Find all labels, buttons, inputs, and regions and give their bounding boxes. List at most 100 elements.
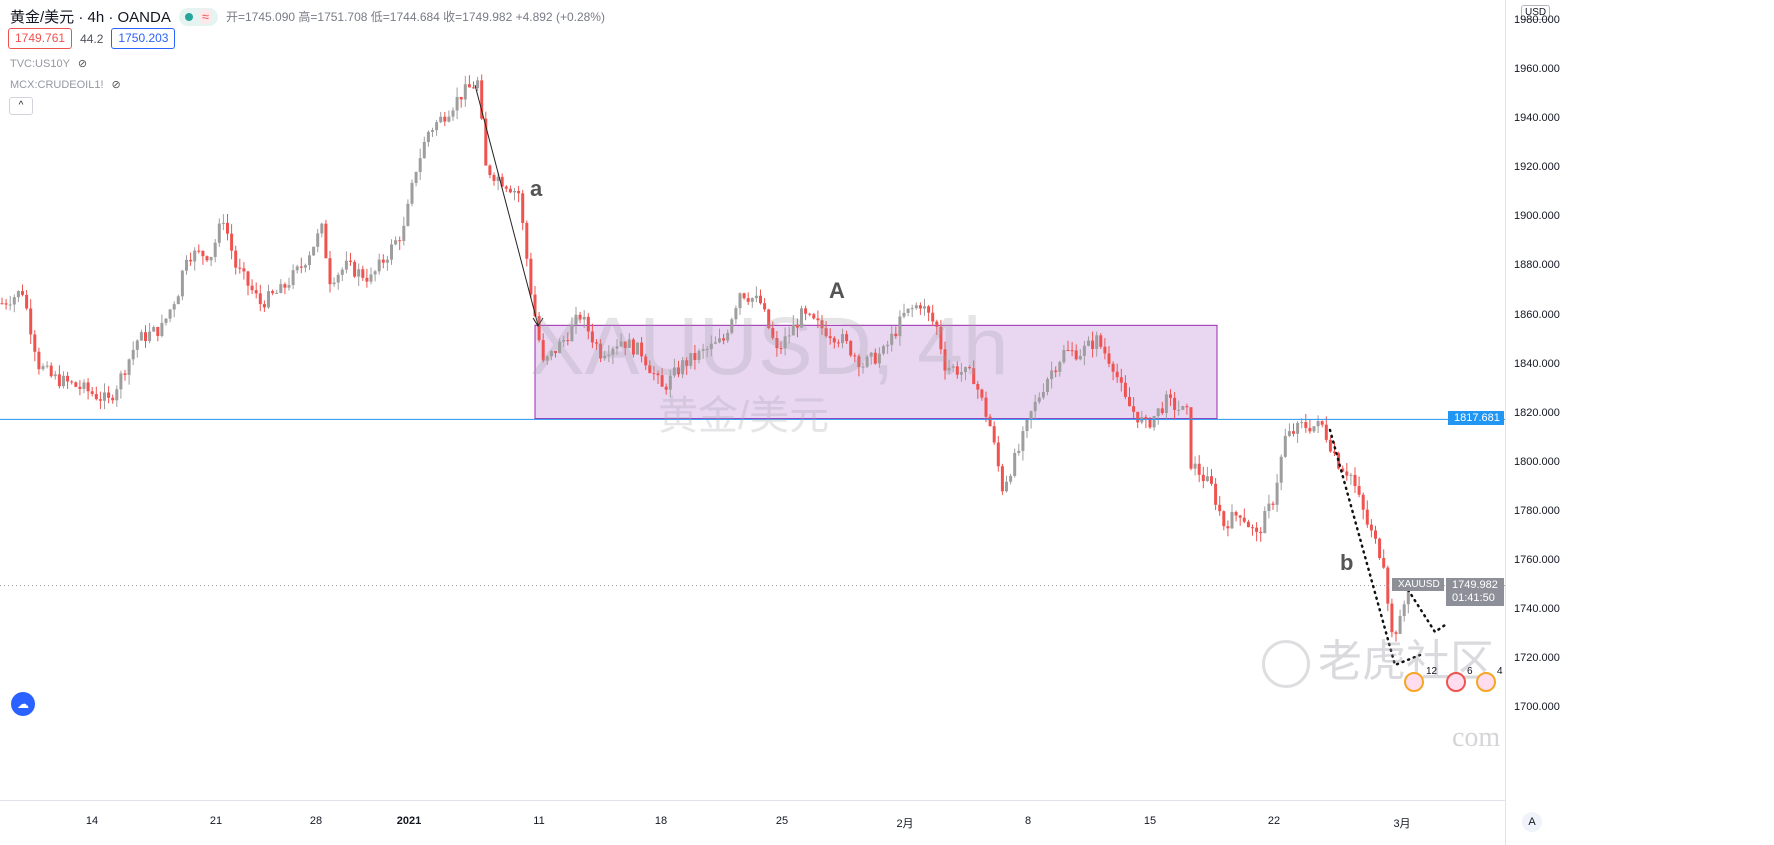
candle-body	[406, 203, 410, 226]
candle-body	[595, 342, 598, 344]
candle-body	[1226, 526, 1230, 529]
price-tick: 1700.000	[1514, 701, 1560, 714]
candle-body	[152, 326, 156, 332]
candle-body	[1078, 355, 1082, 360]
auto-scale-button[interactable]: A	[1522, 812, 1542, 832]
candle-body	[656, 373, 660, 376]
candle-body	[1144, 417, 1148, 420]
economic-event-icon[interactable]	[1446, 672, 1466, 692]
candle-body	[1152, 416, 1156, 428]
symbol-title[interactable]: 黄金/美元 · 4h · OANDA	[10, 9, 171, 26]
currency-label[interactable]: USD	[1521, 5, 1551, 20]
candle-body	[722, 338, 726, 341]
candle-body	[521, 193, 525, 223]
candle-body	[488, 165, 492, 176]
candle-body	[402, 225, 406, 241]
candle-body	[738, 293, 742, 309]
candle-body	[759, 295, 762, 304]
candle-body	[0, 303, 4, 305]
candle-body	[1275, 482, 1279, 505]
candle-body	[1259, 531, 1263, 534]
candle-body	[443, 116, 447, 122]
candle-body	[947, 367, 951, 371]
last-price: 1749.982	[1452, 579, 1498, 591]
candle-body	[1021, 431, 1025, 451]
candle-body	[1296, 423, 1300, 434]
collapse-legend-button[interactable]: ^	[9, 97, 33, 115]
economic-event-icon[interactable]	[1404, 672, 1424, 692]
candle-body	[29, 308, 33, 335]
candle-body	[500, 176, 504, 187]
candle-body	[1251, 527, 1254, 529]
candle-body	[238, 267, 242, 269]
candle-body	[275, 292, 279, 294]
wave-label-a: a	[530, 176, 543, 201]
candle-body	[767, 309, 771, 329]
candle-body	[1103, 346, 1107, 354]
candle-body	[94, 393, 98, 400]
economic-event-icon[interactable]	[1476, 672, 1496, 692]
candle-body	[816, 318, 820, 321]
indicator-crudeoil[interactable]: MCX:CRUDEOIL1! ⊘	[10, 78, 121, 92]
time-axis[interactable]	[0, 800, 1505, 845]
candle-body	[873, 352, 877, 364]
candle-body	[882, 346, 885, 354]
candle-body	[1017, 450, 1021, 453]
candle-body	[295, 266, 299, 271]
candle-body	[923, 306, 926, 309]
candle-body	[668, 375, 672, 390]
candle-body	[1218, 504, 1222, 512]
candle-body	[398, 240, 402, 242]
candle-body	[517, 190, 521, 194]
candle-body	[1271, 503, 1275, 505]
candle-body	[681, 360, 685, 375]
candle-body	[467, 84, 471, 88]
market-status[interactable]: ≈	[178, 7, 218, 26]
candle-body	[1091, 340, 1095, 349]
candle-body	[447, 116, 451, 122]
candle-body	[1255, 527, 1259, 532]
sell-button[interactable]: 1749.761	[8, 28, 73, 49]
candle-body	[1041, 391, 1045, 398]
indicator-us10y[interactable]: TVC:US10Y ⊘	[10, 57, 88, 71]
candle-body	[1173, 397, 1177, 410]
eye-off-icon[interactable]: ⊘	[77, 58, 88, 70]
quote-panel: 1749.761 44.2 1750.203	[8, 28, 176, 49]
candle-body	[877, 353, 881, 364]
candle-body	[254, 290, 258, 294]
candle-body	[324, 223, 328, 259]
symbol-legend[interactable]: 黄金/美元 · 4h · OANDA ≈ 开=1745.090 高=1751.7…	[10, 6, 605, 27]
tradingview-logo-icon[interactable]: ☁	[11, 692, 35, 716]
candle-body	[353, 261, 357, 277]
candle-body	[730, 319, 734, 333]
candle-body	[1349, 474, 1353, 476]
candle-body	[1046, 379, 1049, 392]
candle-body	[226, 222, 229, 234]
price-axis[interactable]	[1505, 0, 1774, 845]
candle-body	[607, 354, 611, 356]
candle-body	[455, 96, 459, 111]
candle-body	[545, 356, 549, 361]
eye-off-icon[interactable]: ⊘	[111, 79, 121, 91]
candle-body	[1382, 558, 1386, 568]
candle-body	[693, 353, 697, 360]
candle-body	[426, 131, 430, 142]
candle-body	[537, 316, 541, 341]
buy-button[interactable]: 1750.203	[111, 28, 176, 49]
candle-body	[45, 365, 49, 367]
candle-body	[472, 87, 475, 89]
price-chart[interactable]	[0, 0, 1505, 800]
event-count: 4	[1497, 666, 1503, 677]
candle-body	[1197, 463, 1201, 475]
candle-body	[74, 382, 78, 387]
candle-body	[78, 386, 82, 389]
candle-body	[217, 223, 221, 243]
candle-body	[603, 355, 607, 359]
candle-body	[619, 341, 623, 347]
dotted-path-b	[1328, 428, 1422, 667]
wave-label-b: b	[1340, 550, 1354, 575]
candle-body	[1378, 538, 1382, 559]
candle-body	[197, 250, 201, 252]
candle-body	[115, 389, 119, 401]
time-tick: 2021	[396, 815, 422, 827]
